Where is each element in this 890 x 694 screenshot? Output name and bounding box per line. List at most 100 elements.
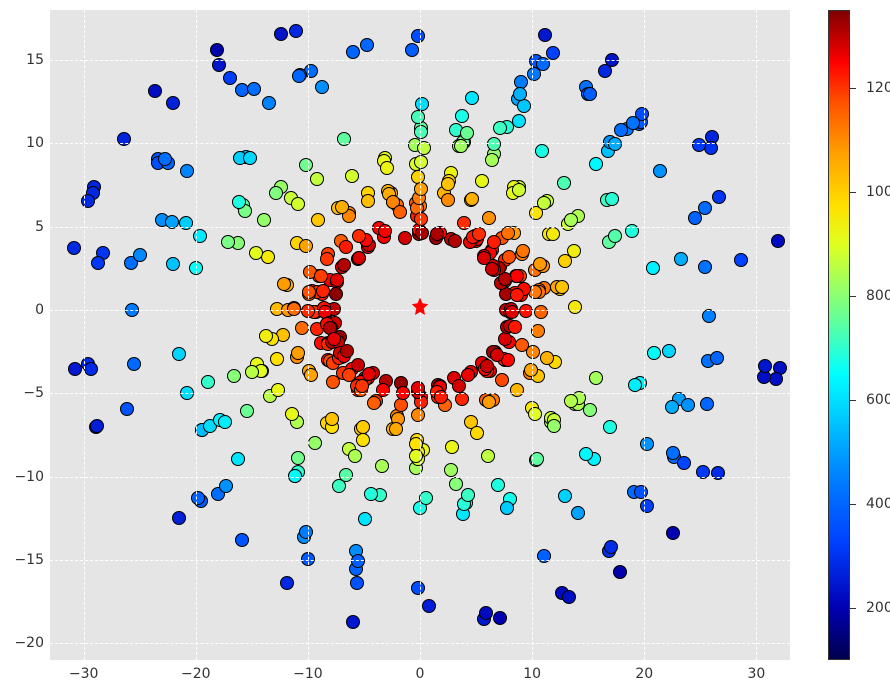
scatter-point bbox=[665, 400, 679, 414]
scatter-point bbox=[688, 211, 702, 225]
scatter-point bbox=[148, 84, 162, 98]
scatter-point bbox=[361, 194, 375, 208]
scatter-point bbox=[201, 375, 215, 389]
scatter-point bbox=[505, 305, 519, 319]
scatter-point bbox=[710, 351, 724, 365]
colorbar-tick-label: 400 bbox=[866, 496, 890, 512]
scatter-point bbox=[567, 244, 581, 258]
scatter-point bbox=[512, 183, 526, 197]
scatter-point bbox=[271, 383, 285, 397]
scatter-point bbox=[613, 565, 627, 579]
scatter-point bbox=[516, 244, 530, 258]
xtick-label: −30 bbox=[69, 666, 99, 682]
scatter-point bbox=[348, 449, 362, 463]
scatter-point bbox=[653, 164, 667, 178]
scatter-point bbox=[519, 304, 533, 318]
scatter-point bbox=[646, 261, 660, 275]
ytick-label: −10 bbox=[14, 469, 44, 485]
xtick-label: 10 bbox=[523, 666, 541, 682]
scatter-point bbox=[411, 110, 425, 124]
scatter-point bbox=[487, 235, 501, 249]
scatter-point bbox=[470, 426, 484, 440]
scatter-point bbox=[285, 407, 299, 421]
scatter-point bbox=[758, 359, 772, 373]
scatter-point bbox=[454, 139, 468, 153]
scatter-point bbox=[67, 241, 81, 255]
gridline-x bbox=[84, 10, 85, 660]
scatter-point bbox=[304, 368, 318, 382]
scatter-point bbox=[310, 172, 324, 186]
colorbar-tick-label: 1000 bbox=[866, 184, 890, 200]
scatter-point bbox=[172, 347, 186, 361]
scatter-point bbox=[325, 412, 339, 426]
scatter-point bbox=[441, 177, 455, 191]
scatter-point bbox=[534, 305, 548, 319]
scatter-point bbox=[299, 239, 313, 253]
gridline-y bbox=[50, 643, 790, 644]
scatter-point bbox=[666, 526, 680, 540]
scatter-point bbox=[299, 525, 313, 539]
scatter-point bbox=[231, 452, 245, 466]
gridline-x bbox=[644, 10, 645, 660]
scatter-point bbox=[557, 176, 571, 190]
scatter-point bbox=[513, 87, 527, 101]
scatter-point bbox=[419, 491, 433, 505]
scatter-point bbox=[445, 440, 459, 454]
scatter-point bbox=[90, 419, 104, 433]
scatter-point bbox=[666, 446, 680, 460]
scatter-point bbox=[269, 186, 283, 200]
scatter-point bbox=[345, 169, 359, 183]
scatter-point bbox=[546, 227, 560, 241]
scatter-point bbox=[583, 87, 597, 101]
scatter-point bbox=[221, 235, 235, 249]
scatter-point bbox=[538, 28, 552, 42]
gridline-y bbox=[50, 477, 790, 478]
scatter-point bbox=[475, 174, 489, 188]
scatter-point bbox=[535, 144, 549, 158]
scatter-point bbox=[193, 229, 207, 243]
scatter-point bbox=[449, 477, 463, 491]
scatter-point bbox=[158, 152, 172, 166]
scatter-point bbox=[350, 576, 364, 590]
scatter-point bbox=[414, 125, 428, 139]
colorbar-tick-label: 600 bbox=[866, 392, 890, 408]
ytick-label: 5 bbox=[35, 219, 44, 235]
scatter-point bbox=[677, 456, 691, 470]
scatter-point bbox=[166, 257, 180, 271]
gridline-x bbox=[756, 10, 757, 660]
scatter-point bbox=[405, 43, 419, 57]
scatter-point bbox=[589, 371, 603, 385]
scatter-point bbox=[327, 332, 341, 346]
scatter-point bbox=[490, 348, 504, 362]
scatter-point bbox=[84, 362, 98, 376]
colorbar-tick-label: 1200 bbox=[866, 80, 890, 96]
scatter-point bbox=[491, 478, 505, 492]
scatter-point bbox=[411, 408, 425, 422]
scatter-point bbox=[415, 97, 429, 111]
scatter-point bbox=[571, 506, 585, 520]
scatter-point bbox=[583, 403, 597, 417]
scatter-point bbox=[414, 155, 428, 169]
scatter-point bbox=[346, 615, 360, 629]
gridline-y bbox=[50, 227, 790, 228]
scatter-point bbox=[422, 599, 436, 613]
scatter-point bbox=[91, 256, 105, 270]
scatter-point bbox=[769, 372, 783, 386]
scatter-point bbox=[352, 229, 366, 243]
scatter-point bbox=[81, 194, 95, 208]
ytick-label: −15 bbox=[14, 552, 44, 568]
scatter-point bbox=[375, 459, 389, 473]
xtick-label: −10 bbox=[293, 666, 323, 682]
scatter-point bbox=[315, 80, 329, 94]
colorbar-tick bbox=[850, 88, 856, 89]
scatter-point bbox=[270, 352, 284, 366]
scatter-point bbox=[771, 234, 785, 248]
scatter-point bbox=[376, 383, 390, 397]
scatter-point bbox=[180, 164, 194, 178]
scatter-point bbox=[700, 397, 714, 411]
scatter-point bbox=[259, 329, 273, 343]
scatter-point bbox=[712, 190, 726, 204]
scatter-point bbox=[364, 487, 378, 501]
scatter-point bbox=[528, 407, 542, 421]
scatter-point bbox=[414, 182, 428, 196]
